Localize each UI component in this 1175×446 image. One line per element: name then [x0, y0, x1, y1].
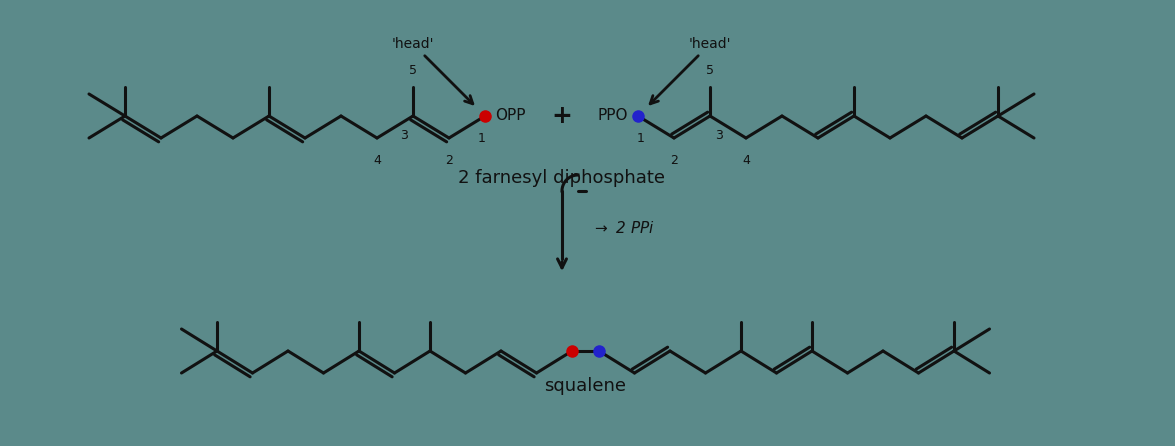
Text: 3: 3 — [401, 129, 408, 142]
Text: 5: 5 — [706, 64, 714, 78]
Text: 3: 3 — [716, 129, 723, 142]
Text: 2 farnesyl diphosphate: 2 farnesyl diphosphate — [458, 169, 665, 187]
Text: +: + — [551, 104, 572, 128]
Text: squalene: squalene — [544, 377, 626, 395]
Text: 5: 5 — [409, 64, 417, 78]
Text: $\rightarrow$ 2 PP$i$: $\rightarrow$ 2 PP$i$ — [592, 219, 654, 235]
Text: 4: 4 — [743, 154, 750, 167]
Text: PPO: PPO — [598, 108, 627, 124]
Text: 1: 1 — [478, 132, 486, 145]
Text: OPP: OPP — [495, 108, 525, 124]
Text: 1: 1 — [637, 132, 645, 145]
Text: 2: 2 — [445, 154, 452, 167]
Text: 4: 4 — [372, 154, 381, 167]
Text: 2: 2 — [670, 154, 678, 167]
Text: 'head': 'head' — [391, 37, 472, 104]
Text: 'head': 'head' — [650, 37, 731, 104]
